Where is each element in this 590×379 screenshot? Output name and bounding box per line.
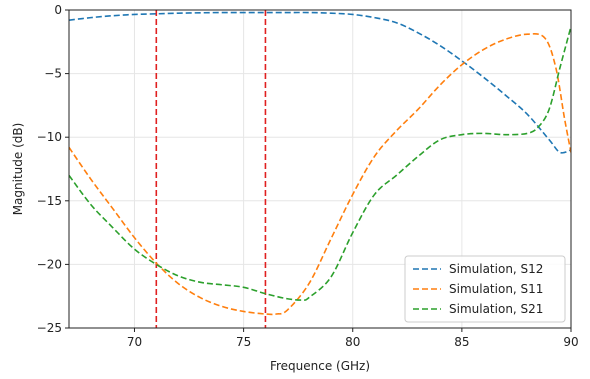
y-tick-label: −15 — [37, 194, 62, 208]
legend-label-1: Simulation, S12 — [449, 262, 543, 276]
series-line-3 — [69, 26, 571, 301]
reference-lines — [155, 10, 267, 328]
series-line-2 — [69, 33, 571, 316]
legend: Simulation, S12 Simulation, S11 Simulation… — [404, 255, 566, 323]
legend-box — [404, 255, 566, 323]
y-tick-label: −25 — [37, 321, 62, 335]
y-tick-label: −10 — [37, 130, 62, 144]
x-axis: 70 75 80 85 90 — [127, 328, 579, 349]
x-tick-label: 80 — [345, 335, 360, 349]
y-tick-label: 0 — [54, 3, 62, 17]
x-tick-label: 85 — [454, 335, 469, 349]
series-line-1 — [69, 11, 571, 154]
x-axis-label: Frequence (GHz) — [270, 359, 370, 373]
y-tick-label: −20 — [37, 257, 62, 271]
y-tick-label: −5 — [44, 67, 62, 81]
y-axis: 0 −5 −10 −15 −20 −25 — [37, 3, 69, 335]
x-tick-label: 90 — [563, 335, 578, 349]
x-tick-label: 75 — [236, 335, 251, 349]
legend-label-3: Simulation, S21 — [449, 302, 543, 316]
x-tick-label: 70 — [127, 335, 142, 349]
plot-area — [69, 11, 571, 316]
y-axis-label: Magnitude (dB) — [11, 123, 25, 216]
axes-frame — [68, 9, 572, 329]
legend-label-2: Simulation, S11 — [449, 282, 543, 296]
